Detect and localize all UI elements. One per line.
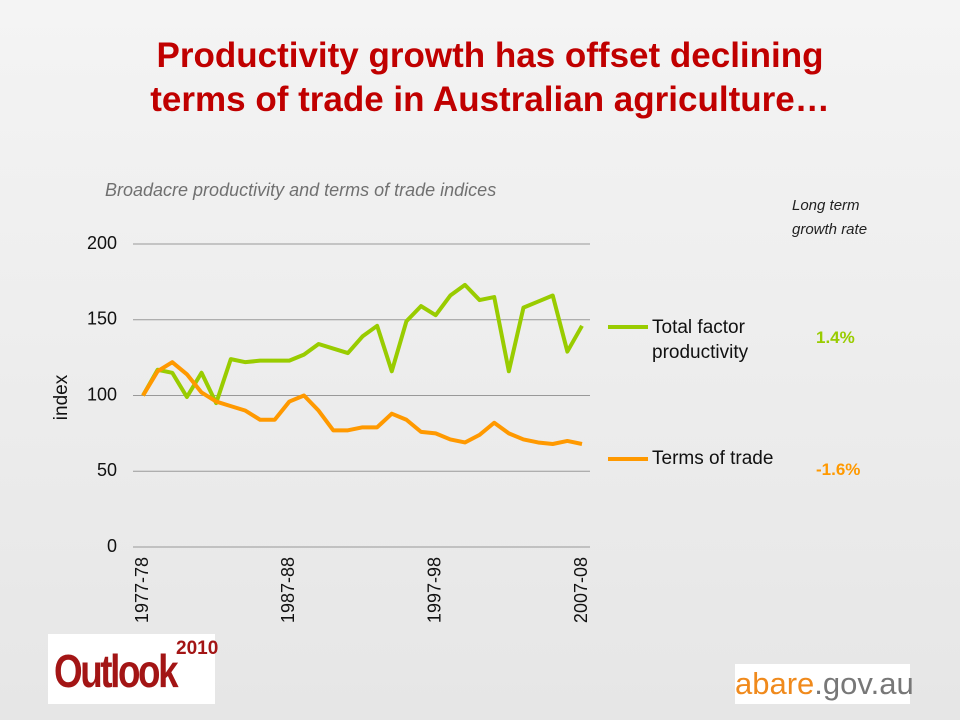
series-line <box>141 282 584 406</box>
logo-text: Outlook <box>54 645 179 697</box>
growth-rate: -1.6% <box>816 460 861 479</box>
x-tick-label: 2007-08 <box>571 557 591 623</box>
annotation-header: Long term growth rate <box>792 197 868 238</box>
x-tick-label: 1977-78 <box>132 557 152 623</box>
y-axis-label: index <box>51 374 72 420</box>
y-tick-label: 200 <box>87 233 117 253</box>
x-tick-label: 1997-98 <box>424 557 444 623</box>
chart-subtitle: Broadacre productivity and terms of trad… <box>105 180 497 200</box>
x-tick-label: 1987-88 <box>278 557 298 623</box>
logo-year: 2010 <box>176 638 219 659</box>
y-tick-label: 150 <box>87 309 117 329</box>
y-tick-label: 50 <box>97 460 117 480</box>
logo-domain: .gov.au <box>814 666 914 701</box>
abare-logo: abare.gov.au <box>735 664 914 704</box>
y-tick-label: 100 <box>87 384 117 404</box>
logo-text: abare <box>735 666 815 701</box>
series-line <box>141 360 583 446</box>
legend-label: Total factor productivity <box>652 317 749 363</box>
slide-title: Productivity growth has offset declining… <box>150 36 830 119</box>
outlook-logo: Outlook 2010 <box>48 634 219 704</box>
y-tick-label: 0 <box>107 536 117 556</box>
legend-label: Terms of trade <box>652 448 774 469</box>
growth-rate: 1.4% <box>816 328 855 347</box>
